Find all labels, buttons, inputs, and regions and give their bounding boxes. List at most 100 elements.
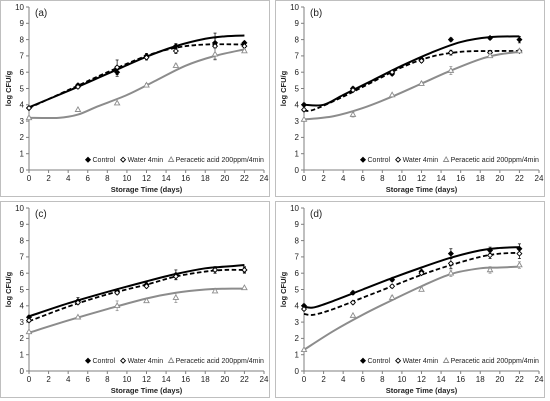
y-tick-label: 0 xyxy=(20,166,25,175)
data-point xyxy=(300,106,308,113)
y-tick-label: 7 xyxy=(295,253,300,262)
data-point xyxy=(211,50,219,57)
y-tick-label: 10 xyxy=(290,3,299,12)
data-point xyxy=(113,302,121,309)
legend-label: Water 4min xyxy=(128,358,164,365)
legend-marker xyxy=(359,156,367,163)
data-point xyxy=(143,283,150,290)
data-point xyxy=(211,287,219,294)
data-point xyxy=(113,99,121,106)
data-point xyxy=(143,81,150,88)
x-tick-label: 14 xyxy=(437,174,446,183)
data-point xyxy=(143,297,150,304)
data-point xyxy=(418,57,425,64)
x-tick-label: 22 xyxy=(240,174,249,183)
legend: Control Water 4min Peracetic acid 200ppm/4… xyxy=(84,155,264,164)
series-3 xyxy=(300,47,523,122)
y-tick-label: 2 xyxy=(295,133,300,142)
x-tick-label: 22 xyxy=(515,375,524,384)
fit-line xyxy=(28,268,245,323)
y-tick-label: 4 xyxy=(295,302,300,311)
y-tick-label: 9 xyxy=(20,220,25,229)
y-axis-title: log CFU/g xyxy=(279,70,288,106)
data-point xyxy=(447,36,454,43)
panel-label: (c) xyxy=(35,209,47,220)
data-point xyxy=(143,54,150,61)
y-tick-label: 3 xyxy=(20,318,25,327)
y-tick-label: 9 xyxy=(295,220,300,229)
data-point xyxy=(300,346,308,353)
legend-marker xyxy=(395,156,402,163)
data-point xyxy=(447,66,455,73)
x-tick-label: 2 xyxy=(321,375,326,384)
x-tick-label: 8 xyxy=(380,174,385,183)
data-point xyxy=(487,252,494,259)
data-point xyxy=(516,36,523,43)
x-tick-label: 20 xyxy=(220,375,229,384)
x-tick-label: 20 xyxy=(220,174,229,183)
x-tick-label: 18 xyxy=(201,174,210,183)
x-tick-label: 10 xyxy=(122,375,131,384)
x-tick-label: 16 xyxy=(181,174,190,183)
x-tick-label: 4 xyxy=(341,375,346,384)
data-point xyxy=(447,250,454,257)
y-tick-label: 3 xyxy=(20,117,25,126)
x-axis-title: Storage Time (days) xyxy=(386,386,458,395)
series-3 xyxy=(300,261,523,353)
data-point xyxy=(447,269,455,276)
data-point xyxy=(516,250,523,257)
data-point xyxy=(418,79,425,86)
data-point xyxy=(74,299,81,306)
x-tick-label: 14 xyxy=(162,174,171,183)
data-point xyxy=(486,52,494,59)
y-tick-label: 5 xyxy=(20,84,25,93)
data-point xyxy=(349,87,356,94)
x-tick-label: 14 xyxy=(162,375,171,384)
x-tick-label: 20 xyxy=(495,174,504,183)
legend: Control Water 4min Peracetic acid 200ppm/4… xyxy=(84,356,264,365)
y-axis-title: log CFU/g xyxy=(4,271,13,307)
x-tick-label: 4 xyxy=(66,375,71,384)
y-axis-title: log CFU/g xyxy=(4,70,13,106)
x-tick-label: 14 xyxy=(437,375,446,384)
y-tick-label: 8 xyxy=(295,35,300,44)
y-tick-label: 10 xyxy=(15,204,24,213)
data-point xyxy=(487,34,494,42)
x-tick-label: 12 xyxy=(142,375,151,384)
x-tick-label: 16 xyxy=(456,375,465,384)
fit-line xyxy=(303,35,520,107)
series-2 xyxy=(300,47,523,113)
data-point xyxy=(389,283,396,290)
y-tick-label: 1 xyxy=(20,150,25,159)
legend-label: Peracetic acid 200ppm/4min xyxy=(176,157,264,164)
legend-label: Water 4min xyxy=(128,157,164,164)
legend-marker xyxy=(442,155,450,162)
data-point xyxy=(172,293,180,300)
legend-marker xyxy=(167,356,175,363)
y-tick-label: 8 xyxy=(20,236,25,245)
legend-marker xyxy=(442,356,450,363)
x-tick-label: 8 xyxy=(105,174,110,183)
data-point xyxy=(212,266,219,273)
y-tick-label: 10 xyxy=(15,3,24,12)
data-point xyxy=(172,47,179,55)
data-point xyxy=(300,306,308,313)
data-point xyxy=(25,317,33,324)
x-tick-label: 22 xyxy=(515,174,524,183)
x-tick-label: 18 xyxy=(201,375,210,384)
y-tick-label: 5 xyxy=(295,285,300,294)
x-axis-title: Storage Time (days) xyxy=(386,185,458,194)
y-tick-label: 1 xyxy=(295,351,300,360)
x-tick-label: 12 xyxy=(417,375,426,384)
y-tick-label: 8 xyxy=(20,35,25,44)
legend-label: Water 4min xyxy=(403,157,439,164)
legend-label: Control xyxy=(93,358,116,365)
x-tick-label: 6 xyxy=(86,375,91,384)
y-tick-label: 10 xyxy=(290,204,299,213)
y-tick-label: 2 xyxy=(20,334,25,343)
y-tick-label: 2 xyxy=(20,133,25,142)
data-point xyxy=(25,105,33,112)
x-tick-label: 8 xyxy=(105,375,110,384)
